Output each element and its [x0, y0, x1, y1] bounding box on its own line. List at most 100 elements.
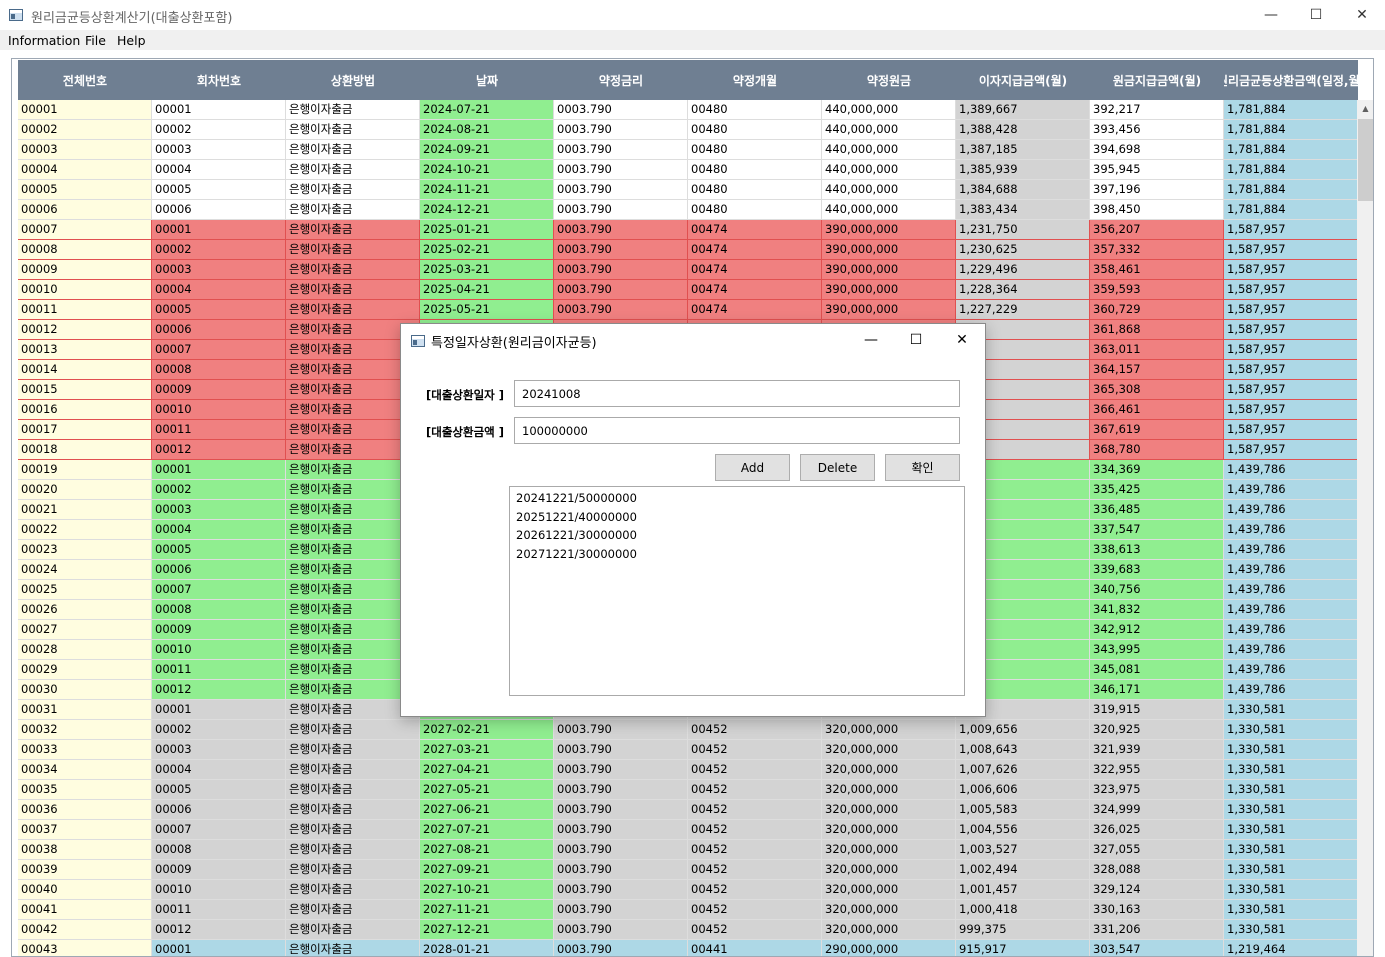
table-cell[interactable]: 320,000,000 [822, 800, 956, 820]
column-header[interactable]: 원리금균등상환금액(일정,월) [1224, 73, 1358, 88]
table-cell[interactable]: 00474 [688, 220, 822, 240]
table-cell[interactable]: 361,868 [1090, 320, 1224, 340]
table-cell[interactable]: 340,756 [1090, 580, 1224, 600]
table-cell[interactable]: 320,000,000 [822, 920, 956, 940]
table-cell[interactable]: 290,000,000 [822, 940, 956, 956]
table-cell[interactable]: 1,781,884 [1224, 200, 1358, 220]
table-cell[interactable]: 440,000,000 [822, 100, 956, 120]
table-cell[interactable]: 1,439,786 [1224, 560, 1358, 580]
table-cell[interactable]: 00480 [688, 200, 822, 220]
table-cell[interactable]: 은행이자출금 [286, 740, 420, 760]
table-cell[interactable]: 358,461 [1090, 260, 1224, 280]
table-cell[interactable]: 은행이자출금 [286, 540, 420, 560]
table-cell[interactable]: 1,007,626 [956, 760, 1090, 780]
table-cell[interactable]: 00012 [152, 920, 286, 940]
list-item[interactable]: 20251221/40000000 [516, 509, 637, 524]
table-cell[interactable]: 00001 [152, 220, 286, 240]
menu-help[interactable]: Help [117, 33, 146, 48]
table-cell[interactable]: 342,912 [1090, 620, 1224, 640]
table-cell[interactable]: 00019 [18, 460, 152, 480]
table-cell[interactable]: 1,385,939 [956, 160, 1090, 180]
table-cell[interactable]: 0003.790 [554, 220, 688, 240]
table-cell[interactable]: 2027-12-21 [420, 920, 554, 940]
table-cell[interactable]: 1,439,786 [1224, 520, 1358, 540]
table-cell[interactable]: 1,587,957 [1224, 260, 1358, 280]
table-cell[interactable]: 00006 [152, 320, 286, 340]
column-header[interactable]: 회차번호 [196, 73, 242, 88]
table-cell[interactable]: 0003.790 [554, 180, 688, 200]
repayment-list[interactable]: 20241221/50000000 20251221/40000000 2026… [509, 486, 965, 696]
table-row[interactable]: 00005 00005 은행이자출금 2024-11-21 0003.790 00480 4… [18, 180, 1358, 200]
table-cell[interactable]: 0003.790 [554, 940, 688, 956]
table-cell[interactable]: 00012 [152, 440, 286, 460]
table-cell[interactable]: 00009 [152, 860, 286, 880]
table-cell[interactable]: 00452 [688, 880, 822, 900]
table-cell[interactable]: 00004 [152, 520, 286, 540]
table-cell[interactable]: 00452 [688, 840, 822, 860]
table-cell[interactable]: 331,206 [1090, 920, 1224, 940]
table-row[interactable]: 00036 00006 은행이자출금 2027-06-21 0003.790 00452 3… [18, 800, 1358, 820]
table-cell[interactable]: 00005 [152, 300, 286, 320]
table-cell[interactable]: 367,619 [1090, 420, 1224, 440]
repayment-amount-input[interactable] [514, 417, 960, 444]
table-cell[interactable]: 1,009,656 [956, 720, 1090, 740]
table-cell[interactable]: 00037 [18, 820, 152, 840]
table-cell[interactable]: 은행이자출금 [286, 140, 420, 160]
column-header[interactable]: 전체번호 [62, 73, 108, 88]
table-cell[interactable]: 1,781,884 [1224, 160, 1358, 180]
table-cell[interactable]: 00001 [18, 100, 152, 120]
table-cell[interactable]: 339,683 [1090, 560, 1224, 580]
table-cell[interactable]: 00480 [688, 120, 822, 140]
table-cell[interactable]: 1,781,884 [1224, 120, 1358, 140]
table-cell[interactable]: 00017 [18, 420, 152, 440]
table-cell[interactable]: 00033 [18, 740, 152, 760]
table-cell[interactable]: 00021 [18, 500, 152, 520]
table-cell[interactable]: 2027-09-21 [420, 860, 554, 880]
list-item[interactable]: 20261221/30000000 [516, 528, 637, 542]
table-cell[interactable]: 393,456 [1090, 120, 1224, 140]
table-cell[interactable]: 1,587,957 [1224, 420, 1358, 440]
table-cell[interactable]: 00005 [152, 540, 286, 560]
table-cell[interactable]: 1,330,581 [1224, 760, 1358, 780]
column-header[interactable]: 약정개월 [732, 73, 778, 88]
table-cell[interactable]: 0003.790 [554, 800, 688, 820]
table-cell[interactable]: 360,729 [1090, 300, 1224, 320]
table-cell[interactable]: 1,587,957 [1224, 280, 1358, 300]
table-cell[interactable]: 1,330,581 [1224, 880, 1358, 900]
table-cell[interactable]: 00003 [152, 740, 286, 760]
table-cell[interactable]: 은행이자출금 [286, 720, 420, 740]
column-header[interactable]: 상환방법 [330, 73, 376, 88]
table-cell[interactable]: 00009 [18, 260, 152, 280]
table-cell[interactable]: 356,207 [1090, 220, 1224, 240]
table-cell[interactable]: 은행이자출금 [286, 220, 420, 240]
table-cell[interactable]: 은행이자출금 [286, 820, 420, 840]
table-cell[interactable]: 00008 [152, 840, 286, 860]
table-cell[interactable]: 345,081 [1090, 660, 1224, 680]
table-cell[interactable]: 은행이자출금 [286, 780, 420, 800]
table-cell[interactable]: 1,439,786 [1224, 480, 1358, 500]
table-cell[interactable]: 363,011 [1090, 340, 1224, 360]
table-cell[interactable]: 1,230,625 [956, 240, 1090, 260]
table-cell[interactable]: 00480 [688, 140, 822, 160]
table-cell[interactable]: 은행이자출금 [286, 600, 420, 620]
table-cell[interactable]: 390,000,000 [822, 220, 956, 240]
table-cell[interactable]: 915,917 [956, 940, 1090, 956]
table-cell[interactable]: 00002 [152, 120, 286, 140]
table-cell[interactable]: 00474 [688, 240, 822, 260]
table-row[interactable]: 00009 00003 은행이자출금 2025-03-21 0003.790 00474 3… [18, 260, 1358, 280]
table-cell[interactable]: 00452 [688, 900, 822, 920]
table-cell[interactable]: 320,000,000 [822, 780, 956, 800]
table-cell[interactable]: 343,995 [1090, 640, 1224, 660]
table-cell[interactable]: 320,000,000 [822, 760, 956, 780]
table-cell[interactable]: 00003 [152, 260, 286, 280]
table-cell[interactable]: 1,587,957 [1224, 300, 1358, 320]
table-cell[interactable]: 1,587,957 [1224, 220, 1358, 240]
column-header[interactable]: 약정금리 [598, 73, 644, 88]
table-cell[interactable]: 00001 [152, 700, 286, 720]
confirm-button[interactable]: 확인 [885, 454, 960, 481]
table-cell[interactable]: 00023 [18, 540, 152, 560]
table-cell[interactable]: 00043 [18, 940, 152, 956]
table-cell[interactable]: 1,781,884 [1224, 180, 1358, 200]
table-cell[interactable]: 은행이자출금 [286, 100, 420, 120]
table-row[interactable]: 00011 00005 은행이자출금 2025-05-21 0003.790 00474 3… [18, 300, 1358, 320]
